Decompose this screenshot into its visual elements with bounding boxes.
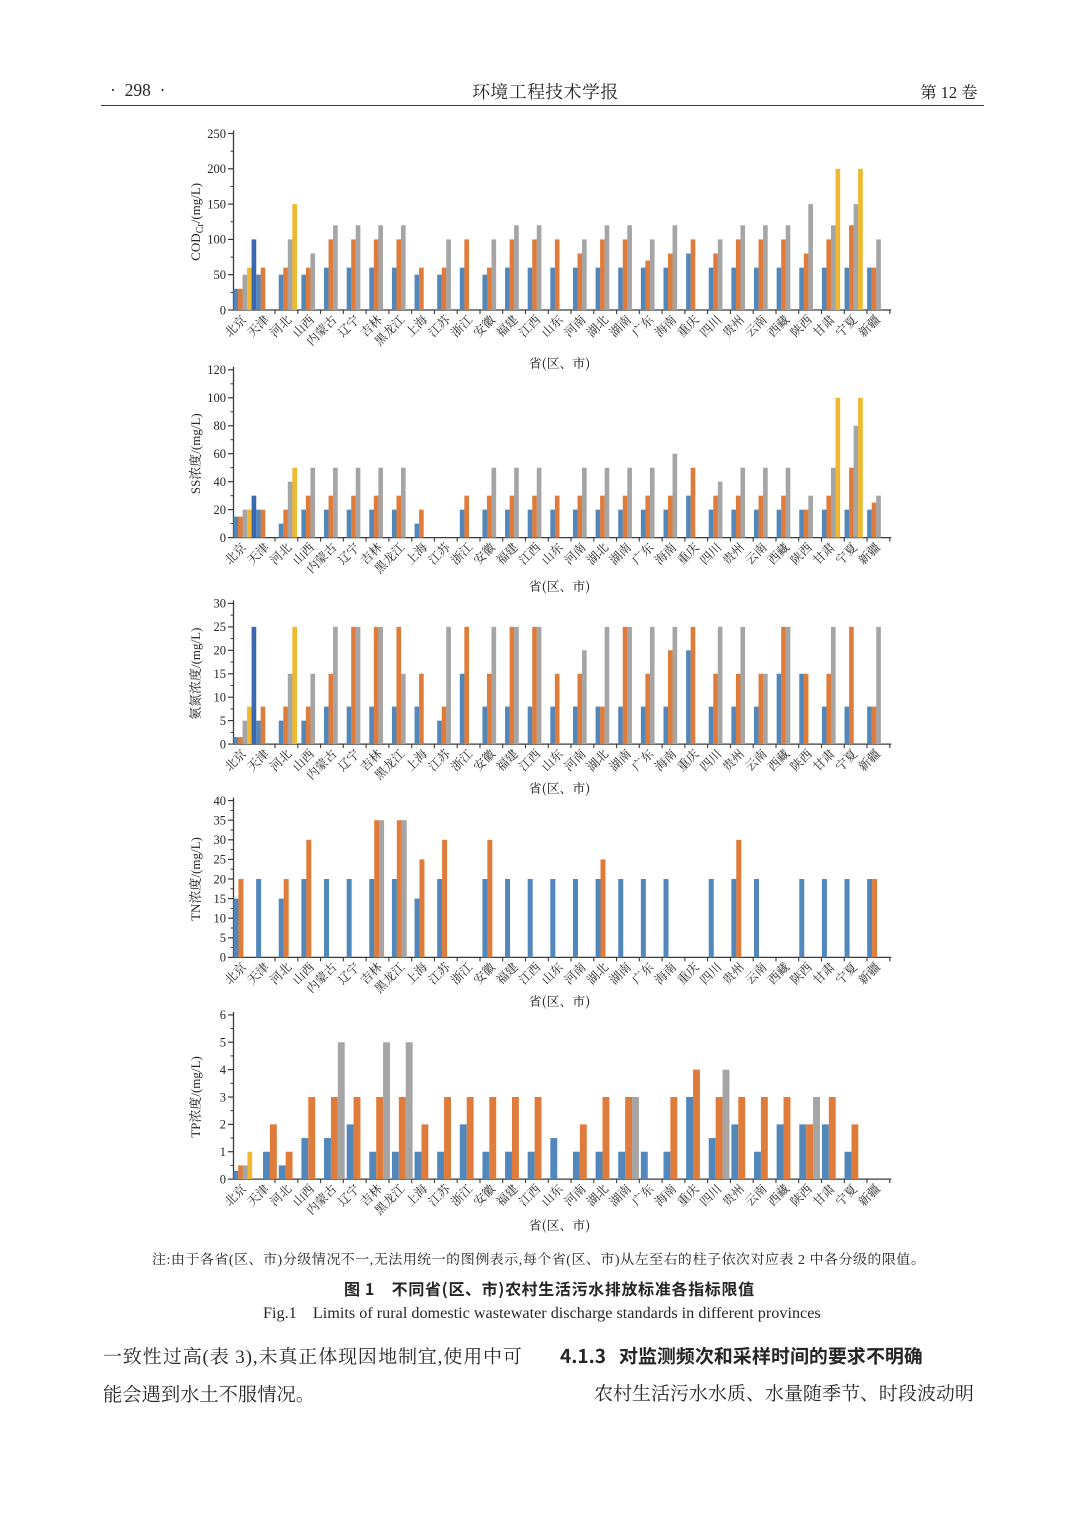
svg-text:新疆: 新疆	[854, 311, 883, 340]
svg-text:40: 40	[214, 475, 227, 489]
svg-text:25: 25	[214, 620, 227, 634]
svg-text:10: 10	[214, 691, 227, 705]
svg-text:6: 6	[220, 1008, 226, 1022]
svg-text:TN浓度/(mg/L): TN浓度/(mg/L)	[188, 837, 203, 921]
svg-text:新疆: 新疆	[854, 959, 883, 988]
svg-text:20: 20	[214, 503, 227, 517]
svg-text:新疆: 新疆	[854, 1180, 883, 1209]
svg-text:省(区、市): 省(区、市)	[529, 778, 590, 797]
svg-text:200: 200	[207, 162, 226, 176]
svg-text:3: 3	[220, 1090, 226, 1104]
svg-text:40: 40	[214, 794, 227, 808]
svg-text:新疆: 新疆	[854, 745, 883, 774]
svg-text:5: 5	[220, 1036, 226, 1050]
svg-text:2: 2	[220, 1118, 226, 1132]
svg-text:0: 0	[220, 531, 226, 545]
svg-text:省(区、市): 省(区、市)	[529, 991, 590, 1010]
svg-text:30: 30	[214, 597, 227, 611]
svg-text:20: 20	[214, 872, 227, 886]
svg-text:0: 0	[220, 737, 226, 751]
svg-text:250: 250	[207, 127, 226, 141]
svg-text:150: 150	[207, 197, 226, 211]
svg-text:25: 25	[214, 853, 227, 867]
svg-text:50: 50	[214, 268, 227, 282]
svg-text:0: 0	[220, 1172, 226, 1186]
svg-text:5: 5	[220, 931, 226, 945]
svg-text:0: 0	[220, 303, 226, 317]
svg-text:100: 100	[207, 391, 226, 405]
svg-text:SS浓度/(mg/L): SS浓度/(mg/L)	[188, 413, 203, 494]
svg-text:0: 0	[220, 951, 226, 965]
svg-text:80: 80	[214, 419, 227, 433]
svg-text:CODCr/(mg/L): CODCr/(mg/L)	[188, 183, 206, 261]
svg-text:15: 15	[214, 667, 227, 681]
svg-text:35: 35	[214, 814, 227, 828]
svg-text:120: 120	[207, 363, 226, 377]
svg-text:30: 30	[214, 833, 227, 847]
svg-text:15: 15	[214, 892, 227, 906]
svg-text:20: 20	[214, 644, 227, 658]
svg-text:TP浓度/(mg/L): TP浓度/(mg/L)	[188, 1056, 203, 1138]
svg-text:5: 5	[220, 714, 226, 728]
svg-text:60: 60	[214, 447, 227, 461]
svg-text:100: 100	[207, 233, 226, 247]
svg-text:4: 4	[220, 1063, 227, 1077]
svg-text:1: 1	[220, 1145, 226, 1159]
svg-text:氨氮浓度/(mg/L): 氨氮浓度/(mg/L)	[188, 628, 203, 720]
svg-text:省(区、市): 省(区、市)	[529, 353, 590, 372]
svg-text:省(区、市): 省(区、市)	[529, 1215, 590, 1234]
svg-text:省(区、市): 省(区、市)	[529, 576, 590, 595]
svg-text:10: 10	[214, 912, 227, 926]
svg-text:新疆: 新疆	[854, 539, 883, 568]
